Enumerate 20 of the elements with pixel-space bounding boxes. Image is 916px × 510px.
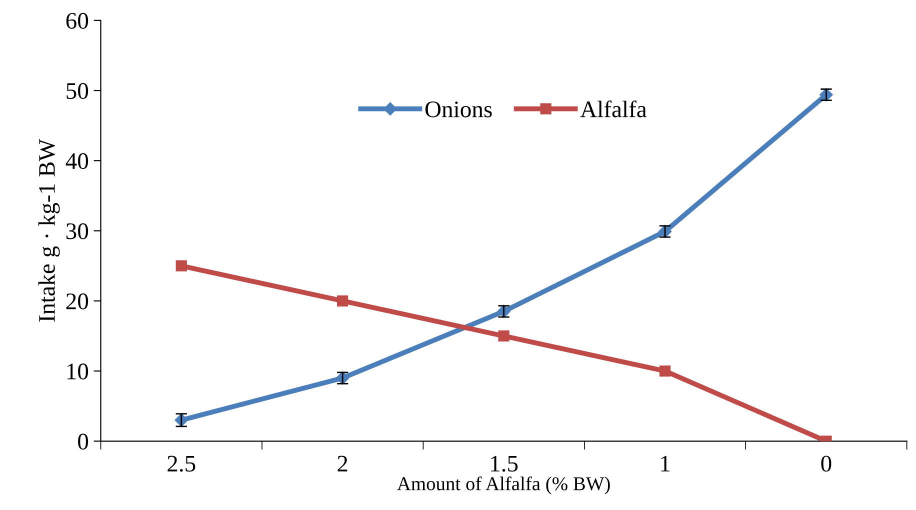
legend-label: Onions — [425, 101, 492, 118]
legend-label: Alfalfa — [580, 100, 647, 118]
x-axis-title: Amount of Alfalfa (% BW) — [397, 476, 610, 494]
y-tick-label: 10 — [67, 364, 88, 380]
point — [659, 365, 671, 377]
x-tick-label: 1 — [661, 456, 670, 472]
y-tick-label: 20 — [66, 293, 88, 310]
y-tick-label: 50 — [66, 83, 88, 99]
x-tick-label: 0 — [821, 456, 832, 472]
x-tick-label: 2.5 — [168, 456, 196, 472]
y-tick-label: 0 — [78, 434, 88, 450]
y-tick-label: 30 — [66, 223, 88, 240]
point — [176, 260, 187, 272]
x-tick-label: 2 — [338, 456, 348, 472]
y-tick-label: 40 — [66, 153, 88, 170]
point — [498, 330, 510, 342]
point — [337, 295, 348, 306]
y-axis-title: Intake g · kg-1 BW — [38, 139, 60, 322]
y-tick-label: 60 — [66, 12, 88, 29]
x-tick-label: 1.5 — [491, 456, 518, 472]
